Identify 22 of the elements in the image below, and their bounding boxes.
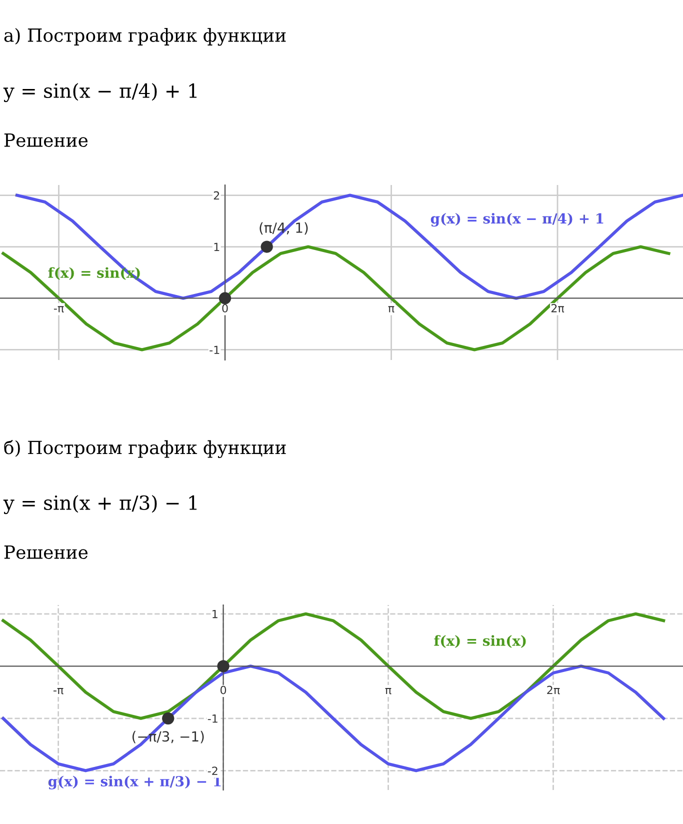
x-tick-label: 2π [551,304,564,312]
y-tick-label: 2 [214,191,220,200]
chart-title: б) Построим график функции [4,440,286,458]
y-tick-label: 1 [214,242,220,251]
text: f(x) = sin(x) [434,635,526,648]
x-tick-label: 2π [547,686,560,694]
y-tick-label: -1 [208,714,218,723]
text: Решение [4,134,88,147]
x-tick-label: -π [54,688,64,694]
chart-title: а) Построим график функции [4,28,286,46]
chart-subtitle: y = sin(x + π/3) − 1 [3,495,197,514]
series-label: g(x) = sin(x − π/4) + 1 [430,212,604,227]
x-tick-label: π [385,688,392,694]
y-tick-label: -1 [210,346,220,354]
y-tick-label: -2 [208,766,218,775]
y-tick-label: 1 [212,610,218,618]
x-tick-label: 0 [222,304,228,312]
x-tick-label: π [388,306,394,312]
x-tick-label: -π [54,306,64,312]
chart-subtitle: y = sin(x − π/4) + 1 [3,83,197,102]
text: Решение [4,546,88,559]
x-tick-label: 0 [220,686,226,694]
